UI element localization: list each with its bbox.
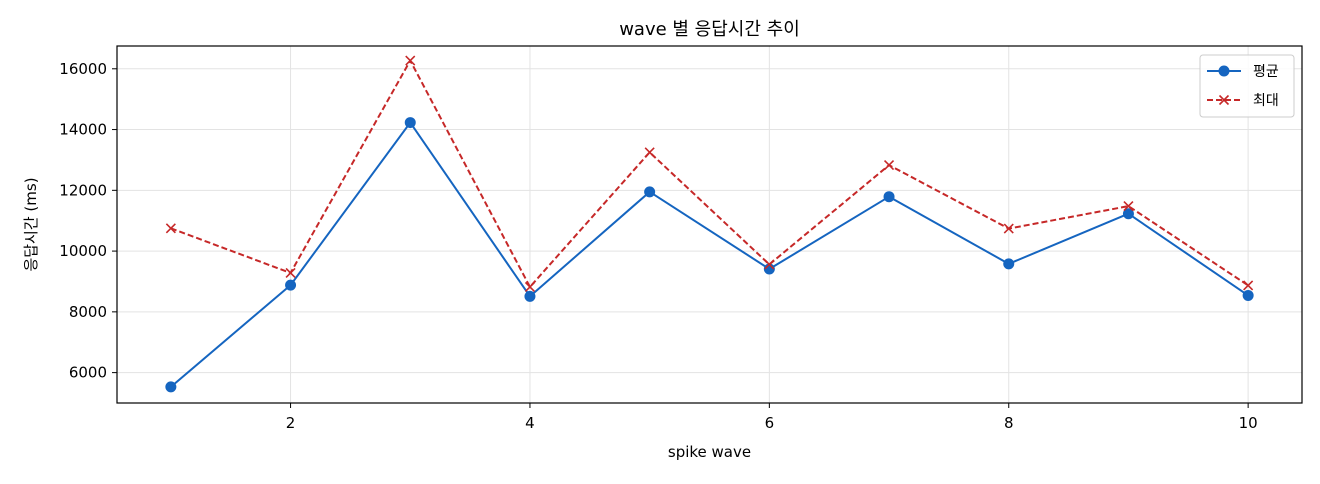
x-tick-label: 4 bbox=[525, 414, 535, 432]
data-point-stroke bbox=[165, 223, 176, 234]
legend-entry: 최대 bbox=[1207, 93, 1279, 109]
data-point bbox=[644, 186, 656, 198]
data-point bbox=[883, 160, 895, 171]
data-point-stroke bbox=[764, 259, 775, 270]
data-point bbox=[524, 290, 536, 302]
series-lines bbox=[165, 55, 1254, 393]
plot-area-frame bbox=[116, 45, 1303, 404]
chart-title: wave 별 응답시간 추이 bbox=[619, 19, 800, 40]
data-point-stroke bbox=[1243, 280, 1254, 291]
grid-lines bbox=[117, 46, 1302, 403]
y-tick-label: 16000 bbox=[59, 60, 107, 78]
data-point bbox=[285, 279, 297, 291]
data-point-stroke bbox=[644, 147, 655, 158]
series-line bbox=[170, 121, 1249, 388]
data-point-stroke bbox=[1123, 201, 1134, 212]
axis-ticks: 2 4 6 8 10 6000 8000 10000 12000 14000 16000 bbox=[59, 60, 1257, 432]
data-point bbox=[1243, 280, 1254, 291]
data-point bbox=[405, 55, 416, 66]
data-point bbox=[1123, 201, 1134, 212]
y-tick-label: 10000 bbox=[59, 242, 107, 260]
data-point bbox=[1242, 289, 1254, 301]
data-point-stroke bbox=[285, 267, 296, 279]
data-point bbox=[285, 267, 296, 279]
data-point bbox=[404, 117, 416, 129]
legend-marker bbox=[1218, 94, 1230, 106]
data-point-stroke bbox=[1003, 223, 1014, 234]
series-1 bbox=[165, 117, 1254, 393]
data-point-stroke bbox=[883, 160, 895, 171]
data-point-stroke bbox=[405, 55, 416, 66]
data-point-stroke bbox=[524, 281, 536, 293]
data-point bbox=[165, 381, 177, 393]
data-point bbox=[644, 147, 655, 158]
data-point bbox=[165, 223, 176, 234]
legend-marker bbox=[1218, 65, 1230, 77]
x-tick-label: 6 bbox=[765, 414, 775, 432]
legend-box bbox=[1199, 54, 1295, 118]
x-tick-label: 8 bbox=[1004, 414, 1014, 432]
legend-label: 평균 bbox=[1253, 64, 1279, 80]
x-tick-label: 2 bbox=[286, 414, 296, 432]
data-point bbox=[764, 259, 775, 270]
series-line bbox=[170, 59, 1249, 288]
legend-label: 최대 bbox=[1253, 93, 1279, 109]
y-axis-label: 응답시간 (ms) bbox=[22, 177, 40, 271]
y-tick-label: 6000 bbox=[69, 364, 107, 382]
y-tick-label: 14000 bbox=[59, 121, 107, 139]
legend-marker-stroke bbox=[1218, 94, 1230, 106]
legend-entry: 평균 bbox=[1207, 64, 1279, 80]
series-2 bbox=[165, 55, 1254, 293]
data-point bbox=[524, 281, 536, 293]
data-point bbox=[1003, 223, 1014, 234]
data-point bbox=[1003, 258, 1015, 270]
y-tick-label: 12000 bbox=[59, 181, 107, 199]
data-point bbox=[1122, 208, 1134, 220]
x-axis-label: spike wave bbox=[668, 443, 751, 461]
x-tick-label: 10 bbox=[1239, 414, 1258, 432]
data-point bbox=[883, 191, 895, 203]
y-tick-label: 8000 bbox=[69, 303, 107, 321]
